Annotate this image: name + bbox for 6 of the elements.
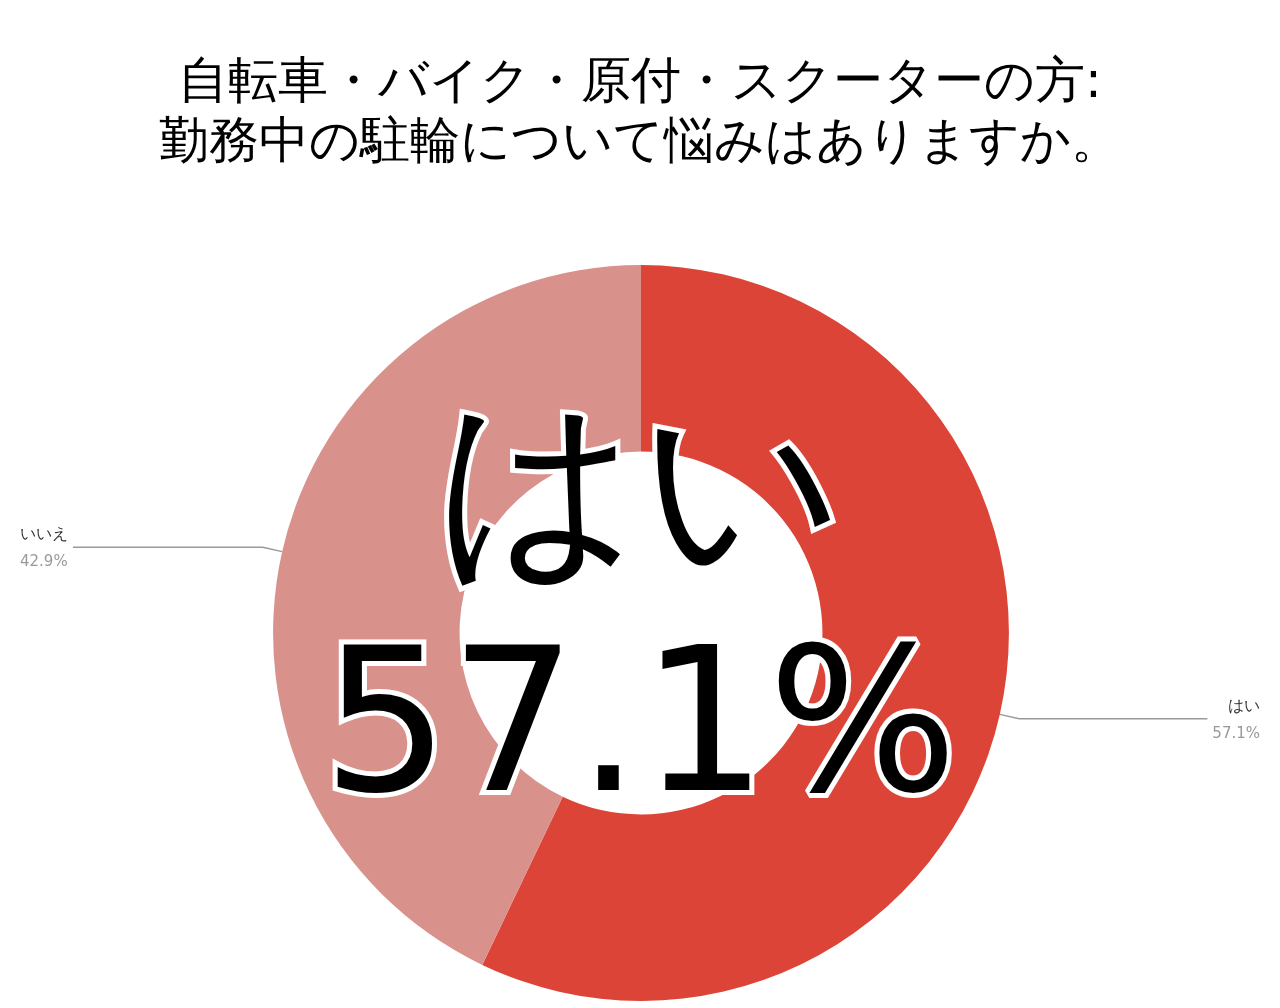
slice-label: はい xyxy=(1228,695,1260,715)
chart-title: 自転車・バイク・原付・スクーターの方: 勤務中の駐輪について悩みはありますか。 xyxy=(159,51,1121,169)
text: 57.1% xyxy=(322,603,958,837)
data-label: 57.1% xyxy=(1212,723,1260,742)
data-label: 42.9% xyxy=(20,552,68,571)
slice-label: いいえ xyxy=(20,524,68,544)
